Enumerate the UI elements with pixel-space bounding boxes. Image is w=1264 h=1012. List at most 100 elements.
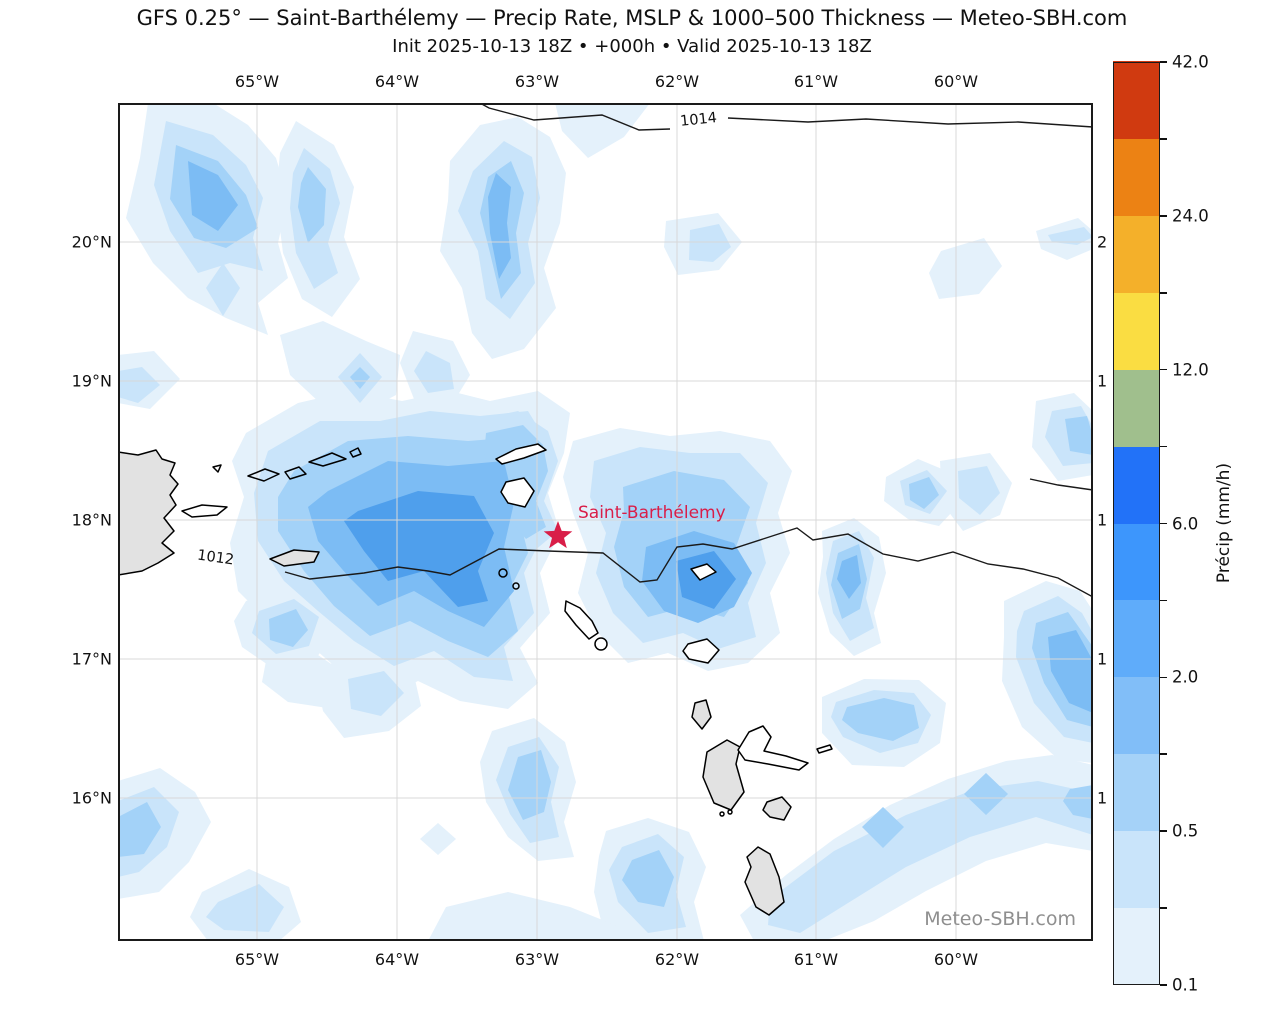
precip-contour-fill — [118, 802, 161, 857]
isobar-line — [479, 103, 671, 131]
colorbar-segment — [1113, 445, 1160, 524]
colorbar-tick — [1160, 753, 1167, 756]
lat-tick-label: 16°N — [71, 788, 112, 808]
precip-contour-fill — [676, 551, 736, 609]
isobar-line — [1029, 478, 1093, 491]
island-coastline — [682, 638, 720, 664]
lat-tick-label-clipped: 1 — [1097, 510, 1108, 530]
location-label: Saint-Barthélemy — [578, 503, 726, 523]
lon-tick-label: 64°W — [374, 72, 420, 91]
precip-contour-fill — [768, 781, 1093, 933]
precip-contour-fill — [1048, 227, 1093, 245]
precip-contour-fill — [269, 609, 308, 647]
precip-contour-fill — [1065, 416, 1093, 455]
colorbar-border — [1113, 62, 1160, 985]
lon-tick-label: 65°W — [234, 72, 280, 91]
lon-tick-label: 60°W — [933, 72, 979, 91]
lon-tick-label: 62°W — [654, 950, 700, 969]
lat-tick-label: 17°N — [71, 649, 112, 669]
colorbar-segment — [1113, 599, 1160, 678]
island-coastline — [702, 739, 745, 811]
map-canvas: 1014 1012 Saint-Barthélemy Meteo-SBH.com — [118, 103, 1093, 941]
colorbar-segment — [1113, 292, 1160, 370]
island-coastline — [181, 504, 228, 518]
lon-tick-label: 60°W — [933, 950, 979, 969]
lon-tick-label: 61°W — [793, 950, 839, 969]
colorbar-segment — [1113, 522, 1160, 601]
island-coastline — [349, 447, 362, 458]
colorbar-segment — [1113, 138, 1160, 216]
precip-contour-fill — [689, 224, 731, 262]
precip-contour-fill — [420, 823, 456, 855]
precip-contour-fill — [348, 671, 404, 716]
colorbar-segment — [1113, 830, 1160, 909]
page-title: GFS 0.25° — Saint-Barthélemy — Precip Ra… — [136, 6, 1128, 30]
colorbar-tick — [1160, 522, 1167, 525]
colorbar-segment — [1113, 753, 1160, 832]
colorbar-segment — [1113, 215, 1160, 293]
precip-contour-fill — [206, 884, 284, 932]
island-coastline — [762, 796, 792, 821]
precip-contour-fill — [488, 173, 511, 279]
island-coastline — [247, 468, 280, 482]
colorbar-tick-label: 6.0 — [1172, 514, 1199, 533]
colorbar-tick — [1160, 907, 1167, 909]
precip-contour-fill — [1048, 630, 1093, 713]
precip-contour-fill — [508, 750, 551, 820]
colorbar-tick-label: 42.0 — [1172, 52, 1209, 72]
island-coastline — [500, 477, 535, 508]
precip-contour-fill — [350, 367, 370, 389]
precip-contour-fill — [862, 807, 904, 848]
precip-contour-fill — [280, 321, 400, 415]
colorbar-tick-label: 2.0 — [1172, 667, 1199, 687]
precip-contour-fill — [118, 367, 160, 403]
precip-contour-fill — [206, 263, 240, 316]
colorbar-tick — [1160, 291, 1167, 294]
island-coastline — [495, 443, 547, 465]
island-coastline — [512, 582, 520, 590]
island-coastline — [308, 452, 347, 467]
isobar-label: 1012 — [196, 548, 235, 569]
colorbar-axis-label: Précip (mm/h) — [1214, 462, 1234, 584]
watermark: Meteo-SBH.com — [924, 908, 1076, 930]
lat-tick-label: 18°N — [71, 510, 112, 530]
lat-tick-label: 19°N — [71, 371, 112, 391]
lon-tick-label: 61°W — [793, 72, 839, 91]
colorbar-segment — [1113, 369, 1160, 447]
location-star-icon — [543, 521, 573, 549]
isobar-label: 1014 — [679, 110, 717, 130]
precip-contour-fill — [964, 773, 1008, 815]
colorbar-tick — [1160, 984, 1167, 986]
precip-contour-fill — [188, 161, 238, 231]
colorbar-tick-label: 0.5 — [1172, 821, 1199, 841]
precip-contour-fill — [929, 238, 1002, 299]
lat-tick-label: 20°N — [71, 232, 112, 252]
island-coastline — [284, 466, 307, 480]
lat-tick-label-clipped: 1 — [1097, 649, 1108, 669]
precip-contour-fill — [414, 351, 454, 393]
island-coastline — [564, 600, 599, 640]
island-coastline — [719, 811, 725, 817]
island-coastline — [737, 725, 809, 771]
colorbar — [1113, 61, 1160, 985]
precip-contour-fill — [298, 167, 326, 243]
colorbar-tick-label: 24.0 — [1172, 206, 1209, 226]
colorbar-tick — [1160, 830, 1167, 832]
colorbar-tick-label: 0.1 — [1172, 975, 1199, 995]
colorbar-tick — [1160, 61, 1167, 63]
colorbar-segment — [1113, 61, 1160, 139]
lon-tick-label: 63°W — [514, 950, 560, 969]
map-border — [118, 103, 1093, 941]
precip-contour-fill — [428, 892, 650, 941]
colorbar-tick — [1160, 676, 1167, 679]
subtitle: Init 2025-10-13 18Z • +000h • Valid 2025… — [392, 36, 872, 57]
lon-tick-label: 63°W — [514, 72, 560, 91]
island-coastline — [691, 699, 712, 730]
colorbar-tick — [1160, 599, 1167, 602]
island-coastline — [816, 744, 833, 754]
lat-tick-label-clipped: 1 — [1097, 371, 1108, 391]
isobar-line — [284, 527, 1093, 598]
island-coastline — [118, 449, 179, 576]
colorbar-tick — [1160, 368, 1167, 371]
